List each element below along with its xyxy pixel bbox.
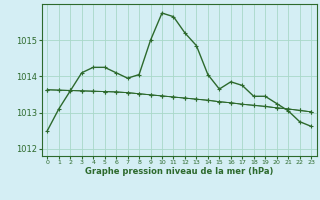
X-axis label: Graphe pression niveau de la mer (hPa): Graphe pression niveau de la mer (hPa) <box>85 167 273 176</box>
